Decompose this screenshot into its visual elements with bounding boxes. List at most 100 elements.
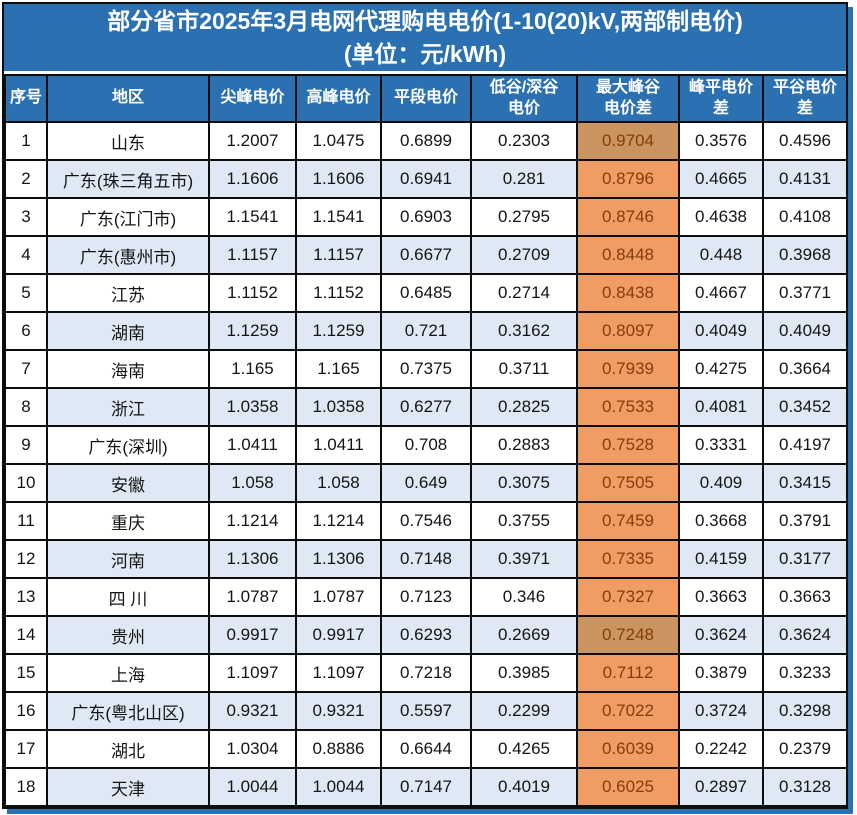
table-body: 1 山东 1.2007 1.0475 0.6899 0.2303 0.9704 0.3576 0… — [4, 121, 848, 807]
table-row: 13 四 川 1.0787 1.0787 0.7123 0.346 0.7327 0.3663… — [4, 577, 848, 617]
seq-cell: 14 — [4, 615, 48, 655]
price-cell: 0.6293 — [380, 615, 472, 655]
price-cell: 0.4197 — [762, 425, 848, 465]
col-header-high-peak-price: 高峰电价 — [295, 74, 382, 123]
price-cell: 0.6025 — [576, 767, 680, 807]
table-row: 2 广东(珠三角五市) 1.1606 1.1606 0.6941 0.281 0.8796 0… — [4, 159, 848, 199]
price-cell: 1.058 — [208, 463, 297, 503]
price-table: 序号 地区 尖峰电价 高峰电价 平段电价 低谷/深谷 电价 最大峰谷 电价差 峰… — [4, 74, 848, 807]
price-cell: 1.0358 — [208, 387, 297, 427]
price-cell: 1.0787 — [208, 577, 297, 617]
seq-cell: 3 — [4, 197, 48, 237]
price-cell: 0.4049 — [678, 311, 764, 351]
table-row: 15 上海 1.1097 1.1097 0.7218 0.3985 0.7112 0.3879… — [4, 653, 848, 693]
col-header-seq: 序号 — [4, 74, 48, 123]
price-cell: 0.8796 — [576, 159, 680, 199]
price-cell: 1.1541 — [208, 197, 297, 237]
price-cell: 0.3624 — [678, 615, 764, 655]
price-cell: 1.1306 — [208, 539, 297, 579]
price-cell: 0.3298 — [762, 691, 848, 731]
price-cell: 0.9321 — [208, 691, 297, 731]
price-cell: 0.3233 — [762, 653, 848, 693]
price-cell: 0.4638 — [678, 197, 764, 237]
table-row: 16 广东(粤北山区) 0.9321 0.9321 0.5597 0.2299 0.7022… — [4, 691, 848, 731]
seq-cell: 13 — [4, 577, 48, 617]
price-cell: 0.4019 — [470, 767, 578, 807]
price-cell: 0.7218 — [380, 653, 472, 693]
price-cell: 0.2379 — [762, 729, 848, 769]
table-row: 18 天津 1.0044 1.0044 0.7147 0.4019 0.6025 0.2897… — [4, 767, 848, 807]
col-header-valley-price: 低谷/深谷 电价 — [470, 74, 578, 123]
table-row: 9 广东(深圳) 1.0411 1.0411 0.708 0.2883 0.7528 0.33… — [4, 425, 848, 465]
price-cell: 1.058 — [295, 463, 382, 503]
price-cell: 1.1097 — [295, 653, 382, 693]
seq-cell: 12 — [4, 539, 48, 579]
region-cell: 广东(惠州市) — [46, 235, 210, 275]
region-cell: 广东(江门市) — [46, 197, 210, 237]
price-cell: 0.3576 — [678, 121, 764, 161]
price-cell: 0.4159 — [678, 539, 764, 579]
price-cell: 0.2795 — [470, 197, 578, 237]
seq-cell: 2 — [4, 159, 48, 199]
price-cell: 0.3755 — [470, 501, 578, 541]
col-header-flat-price: 平段电价 — [380, 74, 472, 123]
region-cell: 河南 — [46, 539, 210, 579]
region-cell: 上海 — [46, 653, 210, 693]
price-cell: 1.0411 — [295, 425, 382, 465]
price-cell: 1.0304 — [208, 729, 297, 769]
table-row: 12 河南 1.1306 1.1306 0.7148 0.3971 0.7335 0.4159… — [4, 539, 848, 579]
price-cell: 1.1214 — [295, 501, 382, 541]
price-cell: 0.2709 — [470, 235, 578, 275]
price-cell: 0.2883 — [470, 425, 578, 465]
price-cell: 0.7022 — [576, 691, 680, 731]
price-cell: 0.2825 — [470, 387, 578, 427]
price-cell: 0.7459 — [576, 501, 680, 541]
price-cell: 1.1306 — [295, 539, 382, 579]
seq-cell: 7 — [4, 349, 48, 389]
table-title-line1: 部分省市2025年3月电网代理购电电价(1-10(20)kV,两部制电价) — [107, 7, 743, 34]
price-cell: 0.3791 — [762, 501, 848, 541]
region-cell: 重庆 — [46, 501, 210, 541]
price-cell: 0.8746 — [576, 197, 680, 237]
price-cell: 0.7112 — [576, 653, 680, 693]
price-cell: 1.1157 — [295, 235, 382, 275]
price-cell: 0.2299 — [470, 691, 578, 731]
region-cell: 四 川 — [46, 577, 210, 617]
price-cell: 1.1152 — [208, 273, 297, 313]
seq-cell: 17 — [4, 729, 48, 769]
price-cell: 0.7147 — [380, 767, 472, 807]
price-cell: 1.1152 — [295, 273, 382, 313]
price-cell: 1.1157 — [208, 235, 297, 275]
price-cell: 0.2714 — [470, 273, 578, 313]
price-cell: 0.7375 — [380, 349, 472, 389]
price-cell: 0.7327 — [576, 577, 680, 617]
price-cell: 0.448 — [678, 235, 764, 275]
price-cell: 0.3663 — [678, 577, 764, 617]
table-row: 14 贵州 0.9917 0.9917 0.6293 0.2669 0.7248 0.3624… — [4, 615, 848, 655]
price-cell: 1.0475 — [295, 121, 382, 161]
region-cell: 江苏 — [46, 273, 210, 313]
price-cell: 0.4049 — [762, 311, 848, 351]
price-cell: 0.9704 — [576, 121, 680, 161]
price-cell: 1.0044 — [208, 767, 297, 807]
price-cell: 0.721 — [380, 311, 472, 351]
region-cell: 海南 — [46, 349, 210, 389]
seq-cell: 9 — [4, 425, 48, 465]
region-cell: 湖北 — [46, 729, 210, 769]
seq-cell: 10 — [4, 463, 48, 503]
price-cell: 0.3668 — [678, 501, 764, 541]
price-cell: 0.8448 — [576, 235, 680, 275]
price-cell: 0.4667 — [678, 273, 764, 313]
seq-cell: 4 — [4, 235, 48, 275]
price-cell: 0.3879 — [678, 653, 764, 693]
price-cell: 0.7528 — [576, 425, 680, 465]
price-cell: 0.3331 — [678, 425, 764, 465]
table-row: 3 广东(江门市) 1.1541 1.1541 0.6903 0.2795 0.8746 0.… — [4, 197, 848, 237]
region-cell: 安徽 — [46, 463, 210, 503]
col-header-peak-flat-diff: 峰平电价 差 — [678, 74, 764, 123]
price-cell: 0.708 — [380, 425, 472, 465]
price-cell: 1.1541 — [295, 197, 382, 237]
price-cell: 0.9321 — [295, 691, 382, 731]
table-row: 17 湖北 1.0304 0.8886 0.6644 0.4265 0.6039 0.2242… — [4, 729, 848, 769]
seq-cell: 6 — [4, 311, 48, 351]
